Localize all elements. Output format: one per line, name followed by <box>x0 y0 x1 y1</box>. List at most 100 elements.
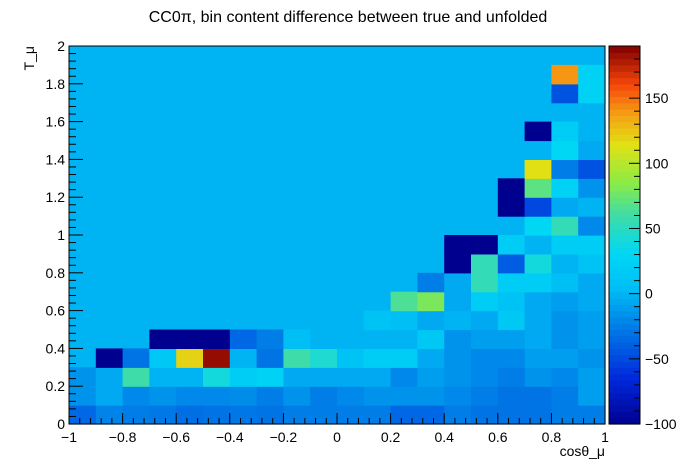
heatmap-cell <box>417 310 445 331</box>
x-tick-label: −0.2 <box>270 429 298 445</box>
color-scale-segment <box>609 197 640 205</box>
heatmap-cell <box>578 348 606 368</box>
heatmap-cell <box>203 405 231 425</box>
heatmap-cell <box>256 405 284 425</box>
heatmap-cell <box>283 329 311 349</box>
heatmap-cell <box>524 272 552 293</box>
heatmap-cell <box>578 291 606 312</box>
heatmap-cell <box>363 386 392 406</box>
color-scale-segment <box>609 228 640 236</box>
color-scale-segment <box>609 64 640 72</box>
heatmap-cell <box>363 405 392 425</box>
heatmap-cell <box>551 367 579 387</box>
color-scale-segment <box>609 172 640 179</box>
heatmap-cell <box>203 386 231 406</box>
heatmap-cell <box>229 348 258 368</box>
color-scale-segment <box>609 222 640 230</box>
heatmap-cell <box>176 329 204 349</box>
color-scale-segment <box>609 361 640 368</box>
heatmap-cell <box>497 310 526 331</box>
heatmap-cell <box>176 386 204 406</box>
heatmap-cell <box>69 367 97 387</box>
heatmap-cell <box>497 272 526 293</box>
heatmap-cell <box>497 329 526 349</box>
color-scale-segment <box>609 235 640 242</box>
heatmap-cell <box>444 329 472 349</box>
color-scale-segment <box>609 140 640 148</box>
color-scale-segment <box>609 77 640 85</box>
heatmap-cell <box>390 329 418 349</box>
heatmap-cell <box>497 405 526 425</box>
color-scale-segment <box>609 127 640 135</box>
heatmap-cell <box>471 367 499 387</box>
heatmap-cell <box>524 159 552 179</box>
heatmap-cell <box>417 405 445 425</box>
heatmap-cell <box>363 348 392 368</box>
heatmap-cell <box>578 83 606 104</box>
heatmap-cell <box>149 367 177 387</box>
color-scale-segment <box>609 392 640 400</box>
heatmap-cell <box>497 197 526 217</box>
color-scale-segment <box>609 367 640 375</box>
heatmap-cell <box>390 348 418 368</box>
heatmap-cell <box>471 386 499 406</box>
heatmap-cell <box>444 253 472 274</box>
heatmap-cell <box>578 140 606 160</box>
x-tick-label: 0.2 <box>381 429 401 445</box>
color-scale-segment <box>609 266 640 274</box>
color-scale-label: −100 <box>645 416 677 432</box>
heatmap-cell <box>551 386 579 406</box>
heatmap-cell <box>149 386 177 406</box>
heatmap-cell <box>390 310 418 331</box>
color-scale-segment <box>609 96 640 104</box>
heatmap-cell <box>122 367 150 387</box>
color-scale-label: 50 <box>645 220 661 236</box>
heatmap-cell <box>471 310 499 331</box>
heatmap-cell <box>524 386 552 406</box>
heatmap-cell <box>524 121 552 142</box>
heatmap-cell <box>578 197 606 217</box>
heatmap-cell <box>337 405 365 425</box>
color-scale-segment <box>609 253 640 261</box>
heatmap-cell <box>471 235 499 255</box>
y-axis: 0 0.2 0.4 0.6 0.8 1 1.2 1.4 1.6 1.8 2 <box>46 38 83 432</box>
color-scale-segment <box>609 83 640 91</box>
color-scale-segment <box>609 329 640 337</box>
heatmap-cell <box>551 329 579 349</box>
heatmap-cell <box>363 367 392 387</box>
heatmap-cell <box>578 272 606 293</box>
heatmap-cell <box>417 272 445 293</box>
heatmap-cell <box>390 367 418 387</box>
color-scale-segment <box>609 159 640 167</box>
color-scale-axis: −100 −50 0 50 100 150 <box>629 45 677 432</box>
heatmap-cell <box>256 348 284 368</box>
heatmap-cell <box>417 291 445 312</box>
color-scale-segment <box>609 121 640 129</box>
x-tick-label: −0.4 <box>216 429 244 445</box>
heatmap-cell <box>337 329 365 349</box>
heatmap-cell <box>256 329 284 349</box>
heatmap-cell <box>310 386 338 406</box>
color-scale-segment <box>609 46 640 53</box>
x-tick-label: −0.6 <box>162 429 190 445</box>
heatmap-cell <box>578 159 606 179</box>
color-scale-segment <box>609 354 640 362</box>
color-scale-segment <box>609 203 640 211</box>
heatmap-cell <box>176 405 204 425</box>
heatmap-cell <box>524 405 552 425</box>
color-scale-segment <box>609 134 640 142</box>
heatmap-cell <box>310 348 338 368</box>
heatmap-cell <box>337 386 365 406</box>
heatmap-cell <box>444 348 472 368</box>
heatmap-cell <box>69 386 97 406</box>
heatmap-cell <box>551 235 579 255</box>
heatmap-cell <box>524 310 552 331</box>
heatmap-cell <box>578 216 606 236</box>
heatmap-cell <box>551 159 579 179</box>
heatmap-cell <box>310 367 338 387</box>
heatmap-cell <box>256 367 284 387</box>
color-scale-segment <box>609 241 640 249</box>
x-tick-label: 0.6 <box>488 429 508 445</box>
color-scale-segment <box>609 260 640 268</box>
